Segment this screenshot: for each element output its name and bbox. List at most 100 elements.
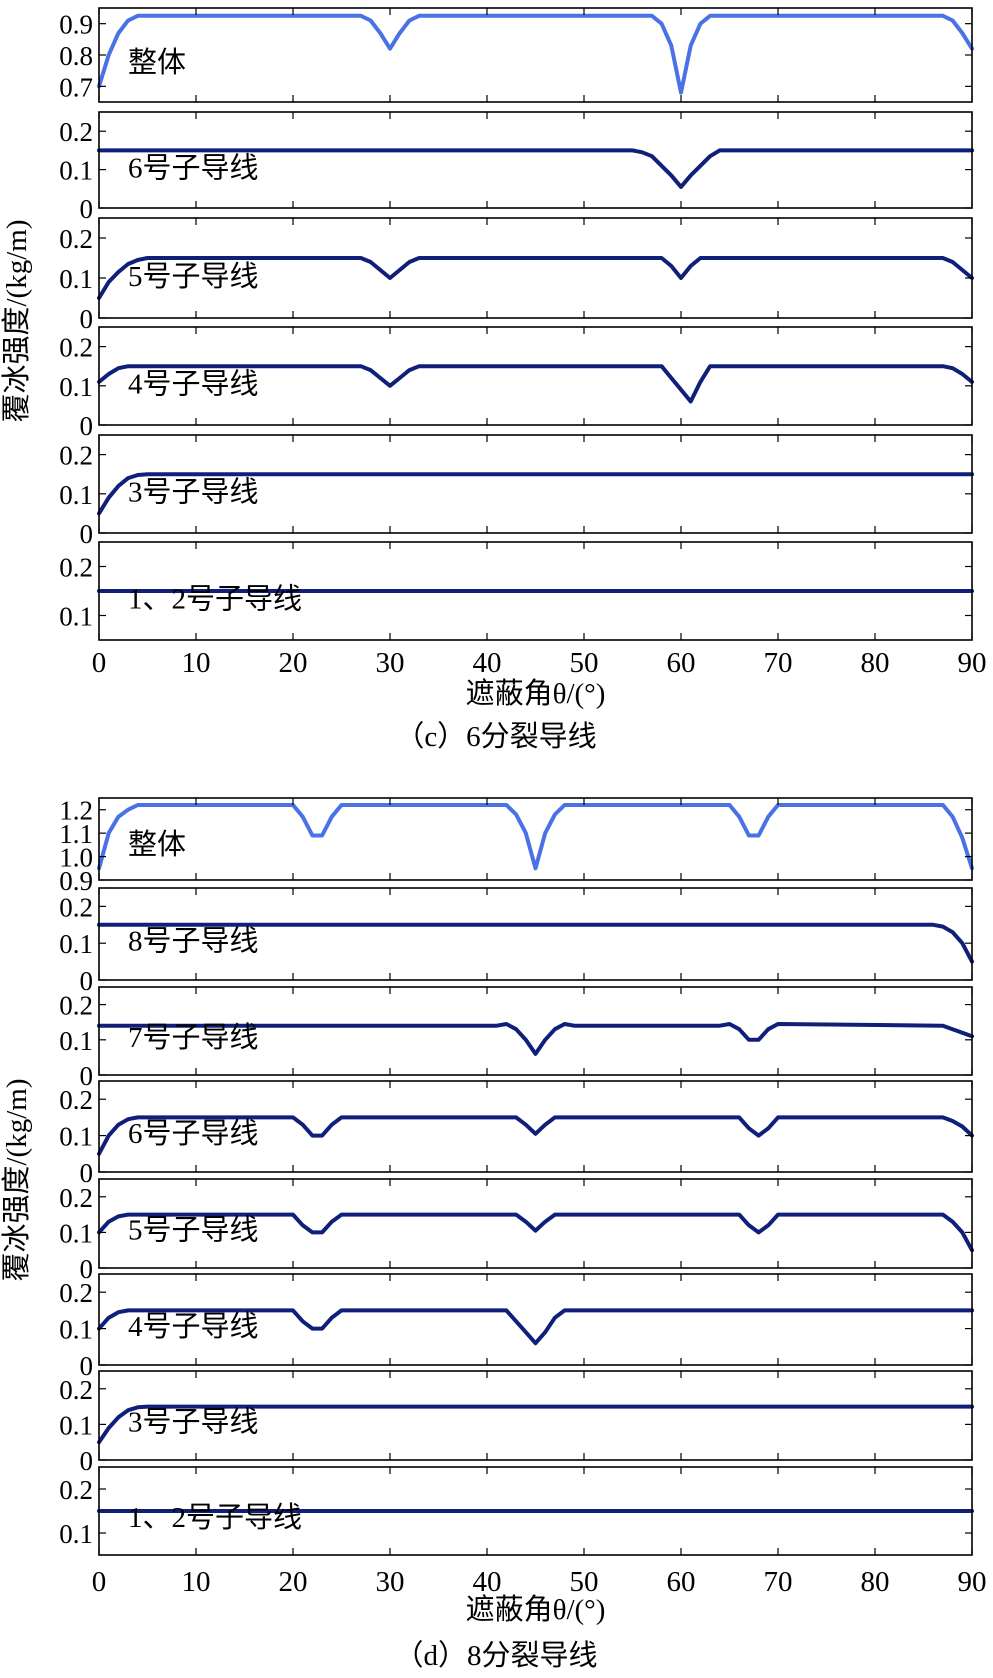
panel: 0.2 0.1 0 6号子导线 [59, 111, 974, 224]
panel-label: 4号子导线 [128, 368, 259, 401]
plot-frame [98, 887, 973, 981]
panel-label: 1、2号子导线 [128, 583, 302, 616]
x-tick-label: 60 [667, 647, 696, 679]
series-line [97, 364, 974, 404]
panel: 0.2 0.1 1、2号子导线 [59, 1466, 974, 1556]
plot-frame [98, 434, 973, 534]
y-tick-label: 0.2 [59, 1475, 93, 1505]
y-tick-label: 0.2 [59, 333, 93, 363]
x-tick-label: 20 [279, 647, 308, 679]
y-tick-label: 0.9 [59, 10, 93, 40]
y-tick-label: 0.1 [59, 929, 93, 959]
x-tick-label: 30 [376, 1566, 405, 1598]
panel-label: 5号子导线 [128, 260, 259, 293]
y-tick-label: 1.0 [59, 843, 93, 873]
y-tick-label: 0.2 [59, 892, 93, 922]
y-tick-label: 0.1 [59, 602, 93, 632]
panel: 0.2 0.1 0 4号子导线 [59, 1273, 974, 1381]
y-tick-label: 0.1 [59, 1218, 93, 1248]
plot-frame [98, 326, 973, 426]
y-axis-label: 覆冰强度/(kg/m) [0, 220, 33, 423]
x-tick-label: 70 [764, 647, 793, 679]
y-tick-label: 1.2 [59, 796, 93, 826]
y-axis-label: 覆冰强度/(kg/m) [0, 1079, 33, 1282]
y-tick-label: 0.2 [59, 991, 93, 1021]
y-tick-label: 0 [80, 1446, 94, 1476]
series-line [97, 1404, 974, 1445]
panel: 0.2 0.1 0 4号子导线 [59, 326, 974, 441]
series-line [97, 1115, 974, 1156]
y-tick-label: 0.1 [59, 1122, 93, 1152]
series-line [97, 1308, 974, 1346]
plot-frame [98, 111, 973, 209]
y-tick-label: 1.1 [59, 819, 93, 849]
y-tick-label: 0.9 [59, 866, 93, 896]
y-tick-label: 0.1 [59, 1410, 93, 1440]
x-tick-label: 50 [570, 1566, 599, 1598]
series-line [97, 256, 974, 300]
panel: 0.2 0.1 0 7号子导线 [59, 986, 974, 1091]
panel: 0.90.80.7 整体 [59, 7, 974, 103]
y-tick-label: 0.7 [59, 72, 93, 102]
plot-frame [98, 1466, 973, 1556]
y-tick-label: 0.1 [59, 1315, 93, 1345]
panel-label: 6号子导线 [128, 151, 259, 184]
panel: 0.2 0.1 0 8号子导线 [59, 887, 974, 996]
series-line [97, 13, 974, 95]
y-tick-label: 0 [80, 1254, 94, 1284]
x-tick-label: 50 [570, 647, 599, 679]
y-tick-label: 0.2 [59, 441, 93, 471]
series-line [97, 148, 974, 189]
y-tick-label: 0.1 [59, 480, 93, 510]
y-tick-label: 0.1 [59, 264, 93, 294]
y-tick-label: 0.2 [59, 1183, 93, 1213]
x-tick-label: 40 [473, 647, 502, 679]
panel: 0.2 0.1 0 3号子导线 [59, 1370, 974, 1476]
y-tick-label: 0 [80, 194, 94, 224]
x-tick-label: 10 [182, 1566, 211, 1598]
plot-frame [98, 1178, 973, 1269]
y-tick-label: 0 [80, 411, 94, 441]
chart-0: 0.90.80.7整体0.20.106号子导线0.20.105号子导线0.20.… [0, 7, 987, 753]
x-tick-label: 80 [861, 1566, 890, 1598]
panel: 0.2 0.1 0 5号子导线 [59, 1178, 974, 1284]
figure-caption: （c）6分裂导线 [395, 720, 596, 753]
y-tick-label: 0.2 [59, 224, 93, 254]
series-line [97, 472, 974, 516]
y-tick-label: 0.2 [59, 117, 93, 147]
x-tick-label: 60 [667, 1566, 696, 1598]
figure-caption: （d）8分裂导线 [394, 1639, 597, 1672]
plot-frame [98, 797, 973, 881]
x-tick-label: 70 [764, 1566, 793, 1598]
x-tick-label: 0 [92, 647, 107, 679]
plot-frame [98, 986, 973, 1076]
y-tick-label: 0 [80, 1351, 94, 1381]
y-tick-label: 0.8 [59, 41, 93, 71]
series-line [97, 803, 974, 871]
y-tick-label: 0.2 [59, 553, 93, 583]
panel-label: 3号子导线 [128, 1406, 259, 1439]
x-tick-label: 0 [92, 1566, 107, 1598]
y-tick-label: 0.2 [59, 1085, 93, 1115]
x-tick-label: 20 [279, 1566, 308, 1598]
x-axis-label: 遮蔽角θ/(°) [466, 677, 606, 710]
panel: 0.2 0.1 0 6号子导线 [59, 1080, 974, 1188]
panel: 0.2 0.1 0 5号子导线 [59, 217, 974, 334]
x-tick-label: 90 [958, 1566, 987, 1598]
panel-label: 6号子导线 [128, 1117, 259, 1150]
panel-label: 整体 [128, 828, 186, 861]
y-tick-label: 0.1 [59, 372, 93, 402]
series-line [97, 1022, 974, 1056]
plot-frame [98, 1273, 973, 1366]
y-tick-label: 0 [80, 519, 94, 549]
y-tick-label: 0 [80, 1061, 94, 1091]
x-tick-label: 30 [376, 647, 405, 679]
y-tick-label: 0.2 [59, 1278, 93, 1308]
series-line [97, 1212, 974, 1253]
panel-label: 整体 [128, 46, 186, 79]
plot-frame [98, 1080, 973, 1173]
x-axis-label: 遮蔽角θ/(°) [466, 1593, 606, 1626]
panel-label: 8号子导线 [128, 925, 259, 958]
y-tick-label: 0.2 [59, 1375, 93, 1405]
